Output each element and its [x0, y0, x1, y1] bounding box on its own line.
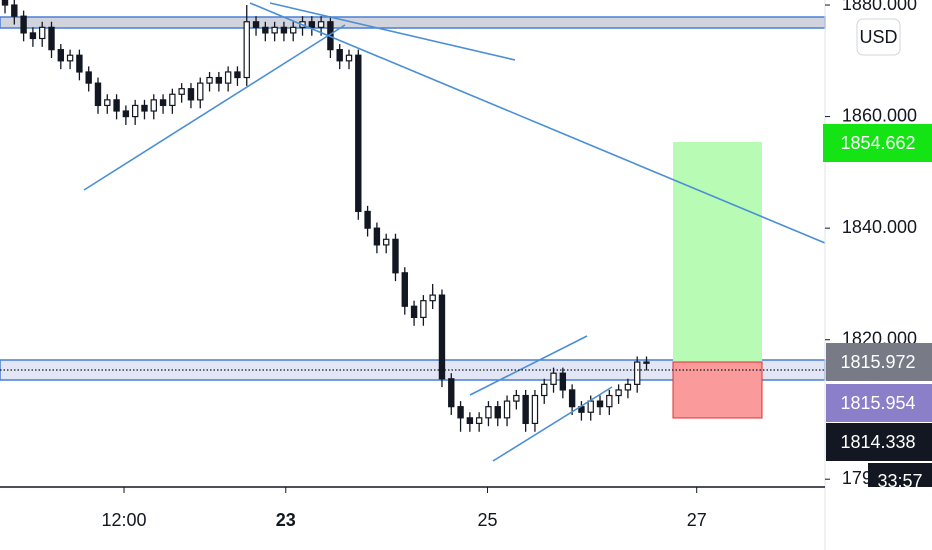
candle-body	[485, 406, 492, 419]
candle-body	[475, 417, 483, 425]
resistance-zone	[0, 16, 826, 29]
candle-body	[606, 394, 613, 408]
candle-body	[392, 238, 399, 274]
candle-body	[104, 99, 111, 107]
candle-body	[336, 49, 343, 62]
price-labels: 1854.662 1815.972 1815.954 1814.338	[823, 124, 932, 461]
candle-body	[76, 54, 83, 73]
stop-box	[672, 361, 763, 419]
candle-body	[224, 71, 232, 84]
candle-body	[141, 104, 148, 112]
candle-body	[243, 21, 250, 79]
bid-price-box	[826, 423, 932, 461]
candle-body	[373, 227, 381, 246]
candle-body	[568, 389, 576, 408]
candle-body	[634, 361, 641, 385]
candle-body	[29, 32, 37, 40]
trend-line	[83, 24, 346, 191]
candle-body	[11, 4, 18, 17]
candle-body	[234, 71, 241, 79]
candle-body	[94, 82, 102, 107]
y-tick-label: 1880.000	[842, 0, 917, 14]
candle-body	[559, 372, 567, 391]
candle-body	[494, 406, 501, 419]
candle-body	[541, 383, 548, 397]
candle-body	[382, 238, 390, 246]
y-tick-label: 1860.000	[842, 105, 917, 125]
candle-body	[615, 389, 622, 397]
currency-label[interactable]: USD	[859, 27, 897, 47]
candle-body	[596, 400, 604, 408]
candle-body	[345, 54, 353, 62]
bid-price: 1814.338	[840, 432, 915, 452]
last-price-box	[826, 343, 932, 381]
candle-body	[438, 294, 446, 380]
candle-body	[169, 93, 176, 107]
candles	[1, 0, 650, 432]
candle-body	[66, 54, 74, 62]
candle-body	[624, 383, 632, 391]
countdown-box	[868, 463, 932, 487]
target-box	[673, 142, 762, 362]
candle-body	[215, 76, 223, 84]
trend-line	[269, 2, 516, 61]
candle-body	[122, 110, 130, 118]
candle-body	[448, 378, 455, 408]
candle-body	[643, 361, 650, 364]
candle-body	[280, 26, 288, 34]
target-price-box	[823, 124, 932, 162]
candle-body	[178, 88, 185, 95]
candle-body	[197, 82, 204, 101]
candle-body	[364, 210, 371, 229]
candle-body	[550, 372, 557, 385]
candle-body	[271, 26, 278, 34]
zones	[0, 16, 826, 419]
x-tick-label: 27	[687, 510, 707, 530]
countdown: 33:57	[877, 471, 922, 491]
candle-body	[513, 394, 520, 402]
candle-body	[159, 99, 167, 107]
candle-body	[531, 394, 539, 425]
candle-body	[466, 417, 474, 425]
candle-body	[187, 88, 195, 101]
trend-lines	[83, 2, 826, 462]
candle-body	[290, 26, 297, 34]
candle-body	[150, 99, 157, 112]
last-price: 1815.972	[840, 352, 915, 372]
currency-button[interactable]	[856, 18, 901, 56]
candle-body	[522, 394, 529, 425]
trend-line	[249, 2, 826, 244]
candle-body	[587, 400, 594, 413]
candle-body	[262, 26, 269, 34]
y-tick-label: 1840.000	[842, 217, 917, 237]
candle-body	[410, 305, 418, 319]
candle-body	[401, 272, 408, 307]
entry-price: 1815.954	[840, 393, 915, 413]
candle-body	[503, 400, 511, 419]
candle-body	[355, 54, 362, 213]
candle-body	[206, 76, 213, 84]
entry-price-box	[826, 384, 932, 422]
target-price: 1854.662	[840, 133, 915, 153]
candle-body	[48, 26, 55, 51]
candle-body	[1, 0, 9, 6]
candle-body	[113, 99, 120, 112]
candle-body	[308, 21, 316, 28]
x-tick-label: 12:00	[101, 510, 146, 530]
candle-body	[131, 104, 139, 118]
trend-line	[492, 386, 613, 462]
candle-body	[420, 300, 427, 319]
candle-body	[20, 15, 27, 34]
trend-line	[469, 335, 588, 396]
x-tick-label: 23	[276, 510, 296, 530]
candle-body	[317, 21, 325, 28]
candle-body	[429, 294, 436, 302]
candle-body	[457, 406, 464, 419]
candle-body	[57, 49, 65, 62]
candle-body	[85, 71, 92, 84]
x-tick-label: 25	[478, 510, 498, 530]
candle-body	[252, 21, 260, 28]
candle-body	[39, 26, 46, 40]
